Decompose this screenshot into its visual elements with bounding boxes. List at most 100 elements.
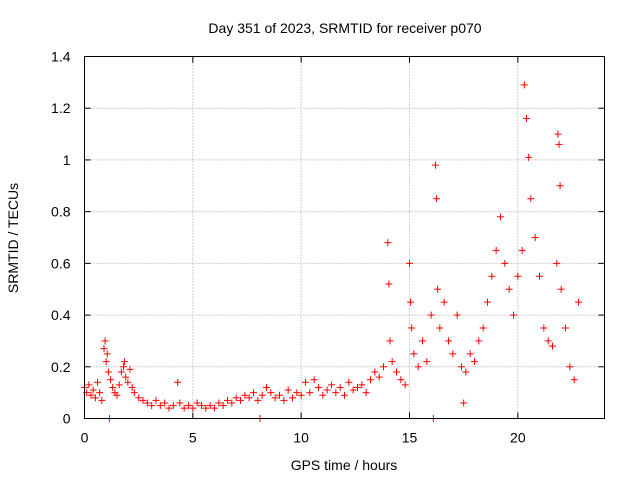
data-point (156, 402, 164, 410)
data-point (555, 140, 563, 148)
data-point (384, 239, 392, 247)
data-point (263, 383, 270, 391)
data-point (215, 399, 223, 407)
data-point (349, 386, 357, 394)
data-point (414, 363, 422, 371)
data-point (198, 402, 205, 410)
data-point (408, 324, 416, 332)
data-point (427, 311, 435, 319)
data-point (284, 386, 292, 394)
data-point (523, 115, 530, 123)
data-point (497, 213, 504, 221)
y-tick-label: 0.8 (51, 204, 71, 220)
data-point (180, 404, 188, 412)
data-point (514, 272, 522, 280)
data-point (306, 389, 314, 397)
data-point (332, 389, 340, 397)
data-point (544, 337, 552, 345)
data-point (103, 350, 111, 358)
data-point (385, 280, 393, 288)
chart-title: Day 351 of 2023, SRMTID for receiver p07… (208, 20, 481, 36)
data-point (440, 298, 448, 306)
data-point (553, 259, 561, 267)
data-point (554, 130, 562, 138)
data-point (527, 195, 535, 203)
data-point (410, 350, 418, 358)
x-tick-label: 10 (293, 430, 309, 446)
data-point (540, 324, 548, 332)
data-point (479, 324, 487, 332)
data-point (139, 396, 147, 404)
data-point (94, 378, 101, 386)
data-point (341, 391, 348, 399)
data-point (161, 399, 169, 407)
data-point (323, 386, 331, 394)
data-point (471, 358, 478, 366)
data-point (525, 153, 533, 161)
data-point (401, 381, 409, 389)
data-point (520, 81, 528, 89)
data-point (380, 363, 387, 371)
data-point (462, 368, 470, 376)
data-point (89, 386, 97, 394)
data-point (85, 381, 93, 389)
plot-frame (84, 56, 605, 419)
data-point (121, 358, 129, 366)
data-point (319, 391, 327, 399)
data-point (371, 368, 379, 376)
data-point (219, 402, 227, 410)
data-points (81, 81, 582, 422)
data-point (115, 381, 123, 389)
data-point (122, 373, 130, 381)
data-point (293, 389, 301, 397)
data-point (211, 404, 218, 412)
data-point (148, 402, 156, 410)
data-point (510, 311, 517, 319)
y-tick-label: 1 (63, 152, 71, 168)
data-point (518, 246, 526, 254)
data-point (488, 272, 496, 280)
data-point (434, 285, 442, 293)
data-point (310, 376, 318, 384)
y-axis-label: SRMTID / TECUs (5, 183, 21, 293)
data-point (375, 373, 383, 381)
data-point (302, 378, 309, 386)
data-point (152, 396, 160, 404)
data-point (484, 298, 491, 306)
data-point (104, 368, 112, 376)
data-point (135, 394, 143, 402)
data-point (241, 391, 249, 399)
data-point (475, 337, 483, 345)
data-point (98, 396, 106, 404)
data-point (501, 259, 509, 267)
data-point (449, 350, 457, 358)
data-point (386, 337, 394, 345)
data-point (254, 396, 262, 404)
y-tick-label: 1.4 (51, 49, 71, 65)
data-point (245, 394, 253, 402)
data-point (388, 358, 396, 366)
data-point (185, 402, 192, 410)
data-point (345, 378, 353, 386)
data-point (358, 381, 366, 389)
data-point (101, 337, 109, 345)
x-tick-label: 0 (81, 430, 89, 446)
data-point (280, 396, 288, 404)
data-point (202, 404, 210, 412)
data-point (315, 383, 322, 391)
data-point (258, 391, 266, 399)
data-point (224, 396, 231, 404)
data-point (267, 389, 275, 397)
data-point (460, 399, 468, 407)
data-point (276, 391, 283, 399)
data-point (536, 272, 543, 280)
data-point (492, 246, 500, 254)
data-point (289, 394, 296, 402)
data-point (96, 389, 104, 397)
data-point (228, 399, 236, 407)
data-point (566, 363, 574, 371)
data-point (433, 195, 441, 203)
data-point (407, 298, 415, 306)
y-tick-label: 0.4 (51, 307, 71, 323)
